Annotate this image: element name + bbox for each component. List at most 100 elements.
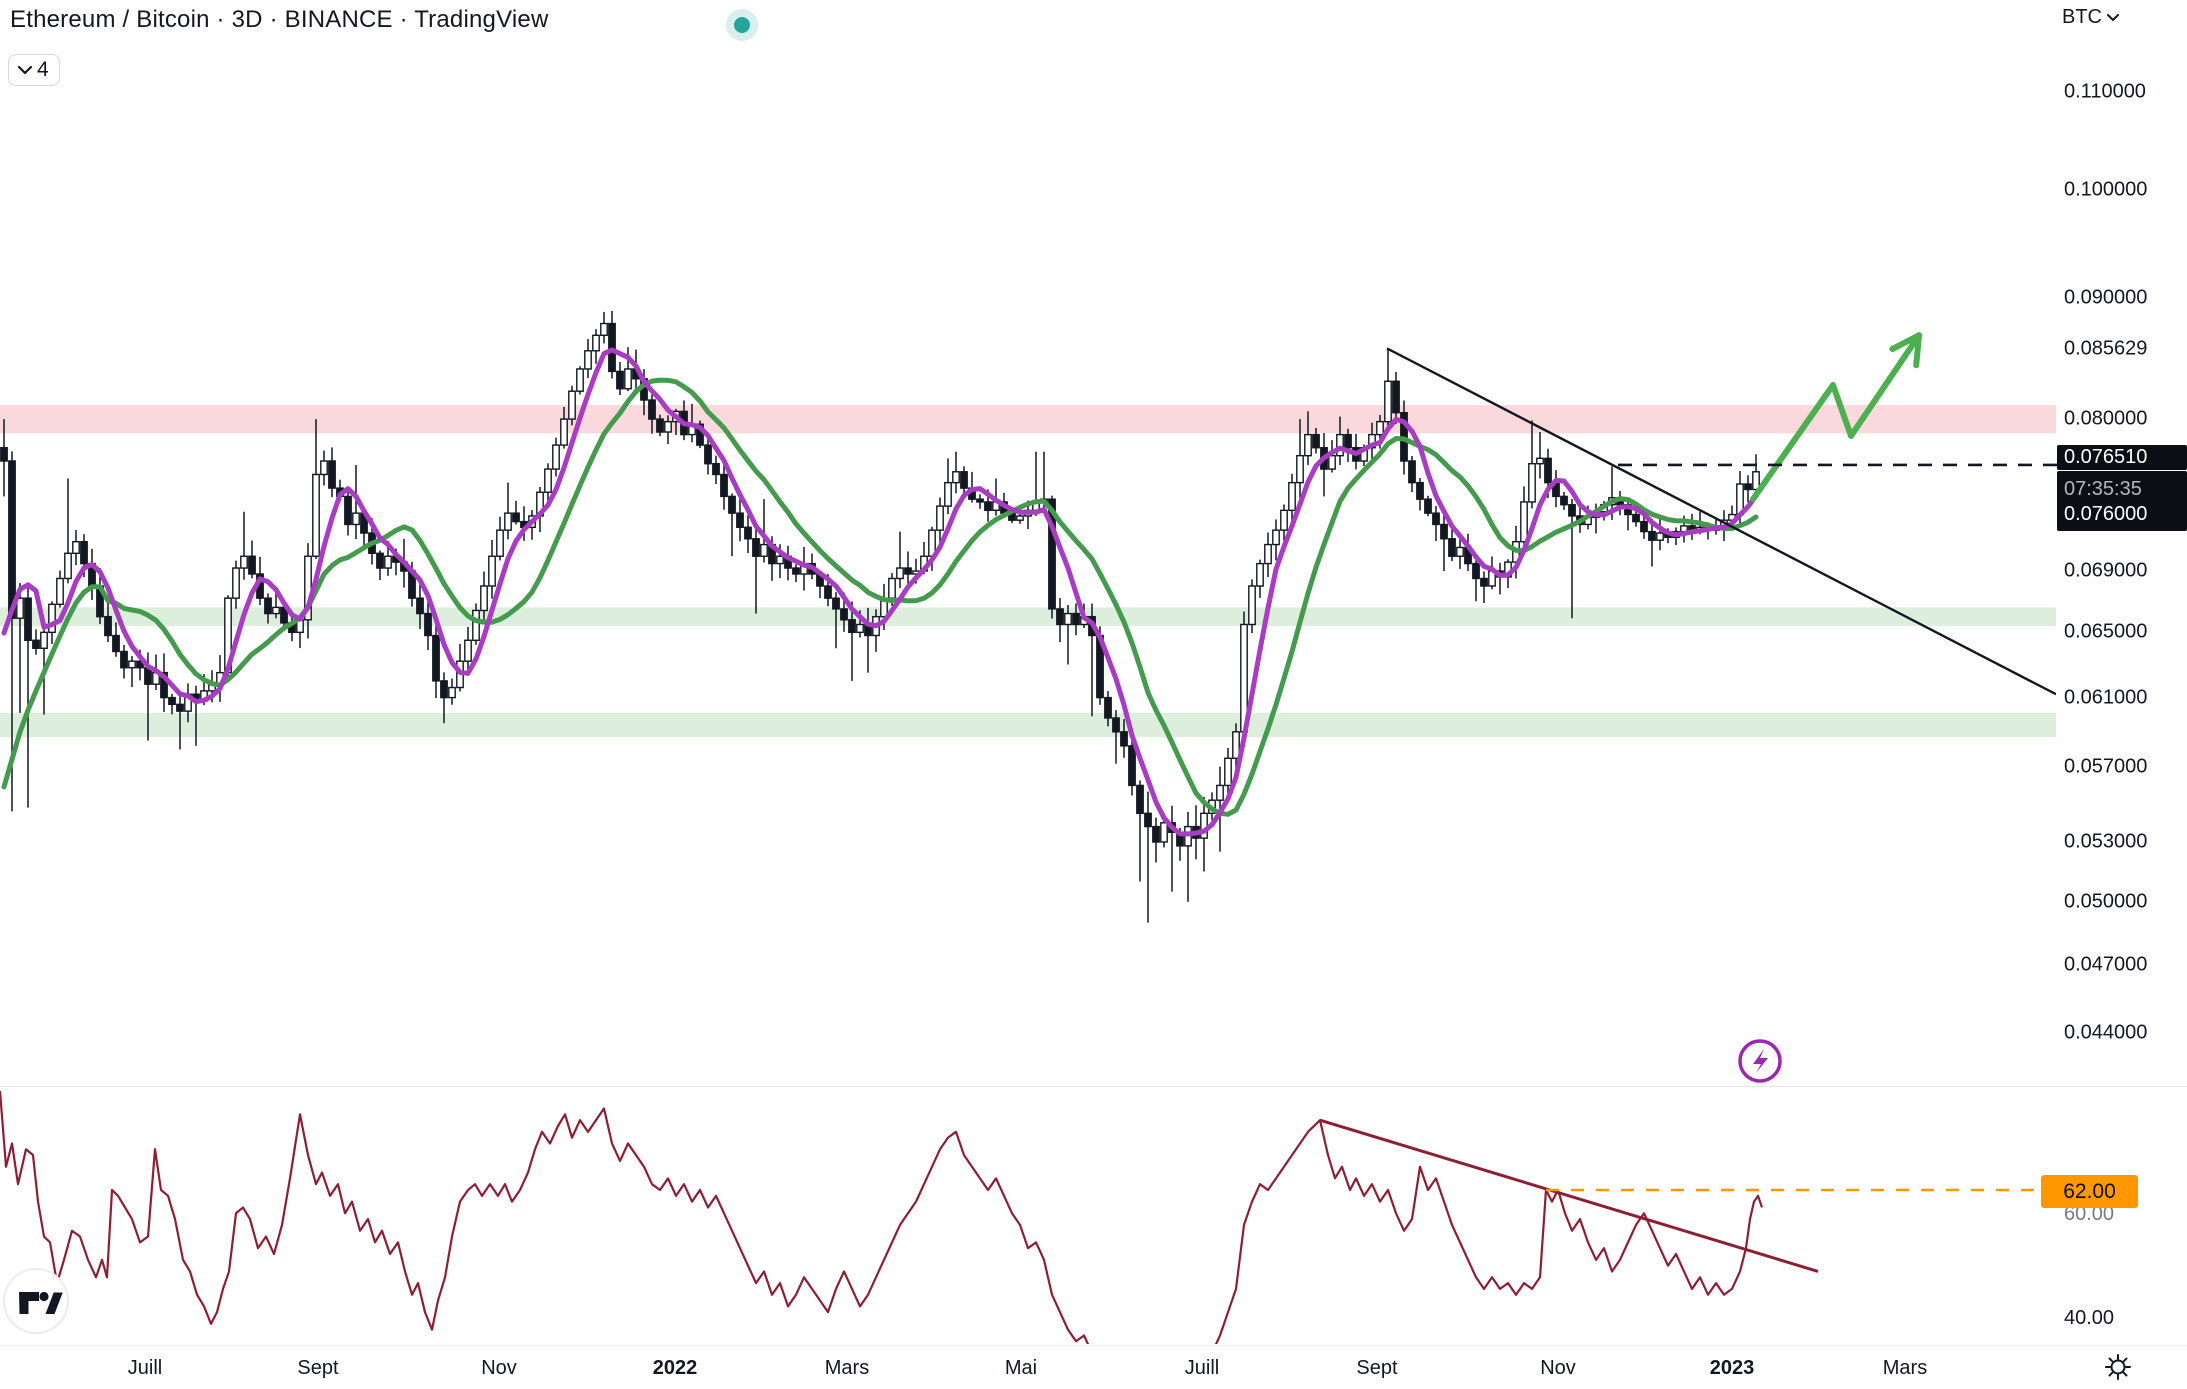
last-price-label: 07:35:35 0.076000 [2057, 471, 2187, 531]
quote-currency-label: BTC [2062, 6, 2102, 28]
price-tick: 0.050000 [2064, 890, 2148, 913]
candle-body [80, 540, 88, 565]
candle-body [736, 512, 744, 529]
rsi-line [0, 1091, 1764, 1344]
candle-body [832, 597, 840, 610]
candle-body [568, 390, 576, 420]
candle-body [752, 538, 760, 557]
pane-separator[interactable] [0, 1086, 2187, 1087]
bar-countdown: 07:35:35 [2064, 477, 2142, 500]
candle-body [440, 680, 448, 699]
candle-body [1520, 501, 1528, 543]
candle-body [240, 555, 248, 569]
candle-body [856, 623, 864, 634]
candle-body [1408, 460, 1416, 484]
candle-body [1456, 546, 1464, 557]
candle-body [1224, 757, 1232, 787]
candle-body [1744, 483, 1752, 491]
candle-body [576, 368, 584, 392]
candle-body [1280, 509, 1288, 531]
candle-body [1288, 481, 1296, 512]
main-pane[interactable] [0, 310, 2056, 923]
candle-body [616, 370, 624, 390]
candle-body [464, 639, 472, 662]
quote-currency-selector[interactable]: BTC [2062, 6, 2120, 29]
time-label: Mai [1004, 1357, 1038, 1379]
candle-body [888, 577, 896, 599]
candle-body [56, 577, 64, 605]
price-tick: 0.090000 [2064, 286, 2148, 309]
candle-body [472, 609, 480, 641]
candle-body [0, 447, 8, 462]
candle-body [512, 512, 520, 523]
candle-body [1472, 562, 1480, 580]
zone-resistance[interactable] [0, 405, 2056, 434]
candle-body [128, 660, 136, 669]
candle-body [504, 512, 512, 531]
candle-body [1144, 812, 1152, 828]
candle-body [696, 423, 704, 446]
candle-body [352, 512, 360, 526]
candle-body [40, 631, 48, 649]
chart-title: Ethereum / Bitcoin · 3D · BINANCE · Trad… [10, 6, 549, 33]
candle-body [72, 540, 80, 555]
zone-support-lower[interactable] [0, 712, 2056, 738]
candle-body [1160, 822, 1168, 843]
candle-body [1200, 812, 1208, 839]
projection-arrow[interactable] [1750, 332, 1922, 503]
candle-body [1432, 512, 1440, 526]
lightning-icon[interactable] [1738, 1039, 1782, 1083]
candle-body [344, 495, 352, 526]
candle-body [824, 585, 832, 599]
candle-body [264, 597, 272, 615]
time-label: Nov [481, 1357, 517, 1379]
candle-body [424, 612, 432, 637]
price-tick: 0.065000 [2064, 620, 2148, 643]
rsi-tick-40: 40.00 [2064, 1307, 2115, 1329]
candle-body [944, 481, 952, 507]
candle-body [848, 619, 856, 634]
candle-body [8, 460, 16, 619]
price-tick: 0.080000 [2064, 407, 2148, 430]
candle-body [592, 334, 600, 352]
candle-body [1568, 504, 1576, 517]
rsi-tick-60: 60.00 [2064, 1203, 2115, 1225]
price-tick: 0.085629 [2064, 337, 2148, 360]
candle-body [1560, 495, 1568, 506]
candle-body [1152, 825, 1160, 843]
candle-body [1440, 523, 1448, 540]
price-trendline[interactable] [1386, 347, 2056, 696]
rsi-trendline[interactable] [1319, 1118, 1819, 1273]
rsi-pane[interactable] [0, 1091, 1819, 1389]
candle-body [1112, 717, 1120, 733]
candle-body [904, 567, 912, 575]
tradingview-logo[interactable] [3, 1268, 69, 1334]
price-tick: 0.100000 [2064, 178, 2148, 201]
candle-body [776, 555, 784, 565]
candle-body [48, 603, 56, 634]
candle-body [248, 555, 256, 575]
projection-arrow-head [1913, 332, 1922, 369]
candle-body [1256, 562, 1264, 587]
candle-body [384, 555, 392, 569]
candle-body [1384, 380, 1392, 423]
candle-body [1072, 612, 1080, 626]
lightning-bolt-glyph [1753, 1049, 1768, 1073]
candle-body [312, 473, 320, 557]
candle-body [936, 505, 944, 531]
candle-body [1632, 513, 1640, 523]
price-tick: 0.110000 [2064, 80, 2146, 103]
candle-body [704, 444, 712, 465]
time-label: Mars [1882, 1357, 1928, 1379]
projection-arrow-head [1889, 332, 1922, 353]
candle-body [624, 368, 632, 390]
indicator-collapse-button[interactable]: 4 [8, 54, 60, 86]
sun-icon[interactable] [2100, 1349, 2136, 1385]
candle-body [1336, 433, 1344, 457]
candle-body [648, 399, 656, 420]
candle-body [176, 703, 184, 712]
chevron-down-icon [2107, 14, 2119, 21]
candle-body [720, 473, 728, 498]
